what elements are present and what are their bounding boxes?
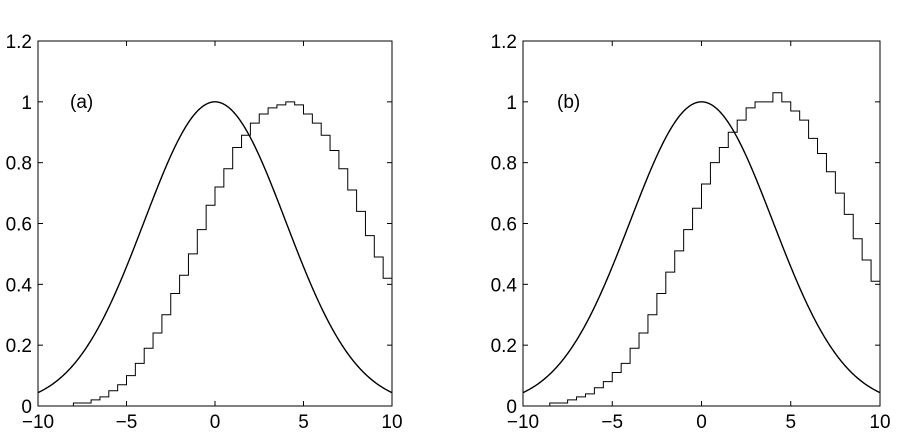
panel-label: (a) [70,92,93,113]
panel-label: (b) [557,92,580,113]
y-tick-label: 0.6 [491,215,517,236]
y-tick-label: 0 [506,397,517,418]
gaussian-curve-series [522,101,881,394]
y-tick-label: 0.4 [491,275,518,296]
y-tick-label: 0.8 [491,154,517,175]
x-tick-label: 0 [210,412,221,433]
x-tick-label: 5 [298,412,309,433]
x-tick-label: 5 [785,412,796,433]
y-tick-label: 0.2 [6,336,32,357]
y-tick-label: 1.2 [6,32,32,53]
x-tick-label: 10 [381,412,402,433]
panel-b: −10 −5 0 5 10 0 0.2 0.4 0.6 0.8 1 1.2 (b) [491,32,891,433]
x-tick-label: 0 [696,412,707,433]
histogram-series [38,101,393,407]
x-tick-label: −10 [507,412,539,433]
histogram-series [523,92,881,407]
y-tick-label: 0.6 [6,215,32,236]
y-tick-label: 1.2 [491,32,517,53]
x-tick-label: −5 [601,412,623,433]
x-tick-label: 10 [869,412,890,433]
panel-a: −10 −5 0 5 10 0 0.2 0.4 0.6 0.8 1 1.2 (a) [6,32,403,433]
gaussian-curve-series [37,101,393,394]
y-tick-label: 0.2 [491,336,517,357]
y-tick-label: 0.8 [6,154,32,175]
y-tick-label: 0.4 [6,275,33,296]
x-tick-label: −10 [22,412,54,433]
x-tick-label: −5 [116,412,138,433]
y-tick-label: 1 [21,93,32,114]
y-tick-label: 1 [506,93,517,114]
y-tick-label: 0 [21,397,32,418]
